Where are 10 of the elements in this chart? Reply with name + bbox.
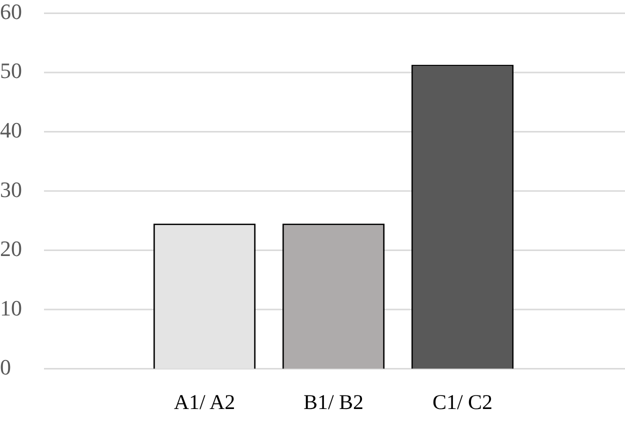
x-tick-label: C1/ C2 [432, 390, 493, 414]
y-tick-label: 10 [0, 295, 22, 320]
y-tick-label: 40 [0, 118, 22, 143]
y-tick-label: 20 [0, 236, 22, 262]
y-tick-label: 60 [0, 0, 22, 24]
x-tick-label: B1/ B2 [303, 390, 364, 414]
x-tick-label: A1/ A2 [174, 390, 236, 414]
y-tick-label: 30 [0, 176, 22, 202]
y-tick-label: 0 [0, 354, 11, 380]
y-tick-label: 50 [0, 58, 22, 84]
